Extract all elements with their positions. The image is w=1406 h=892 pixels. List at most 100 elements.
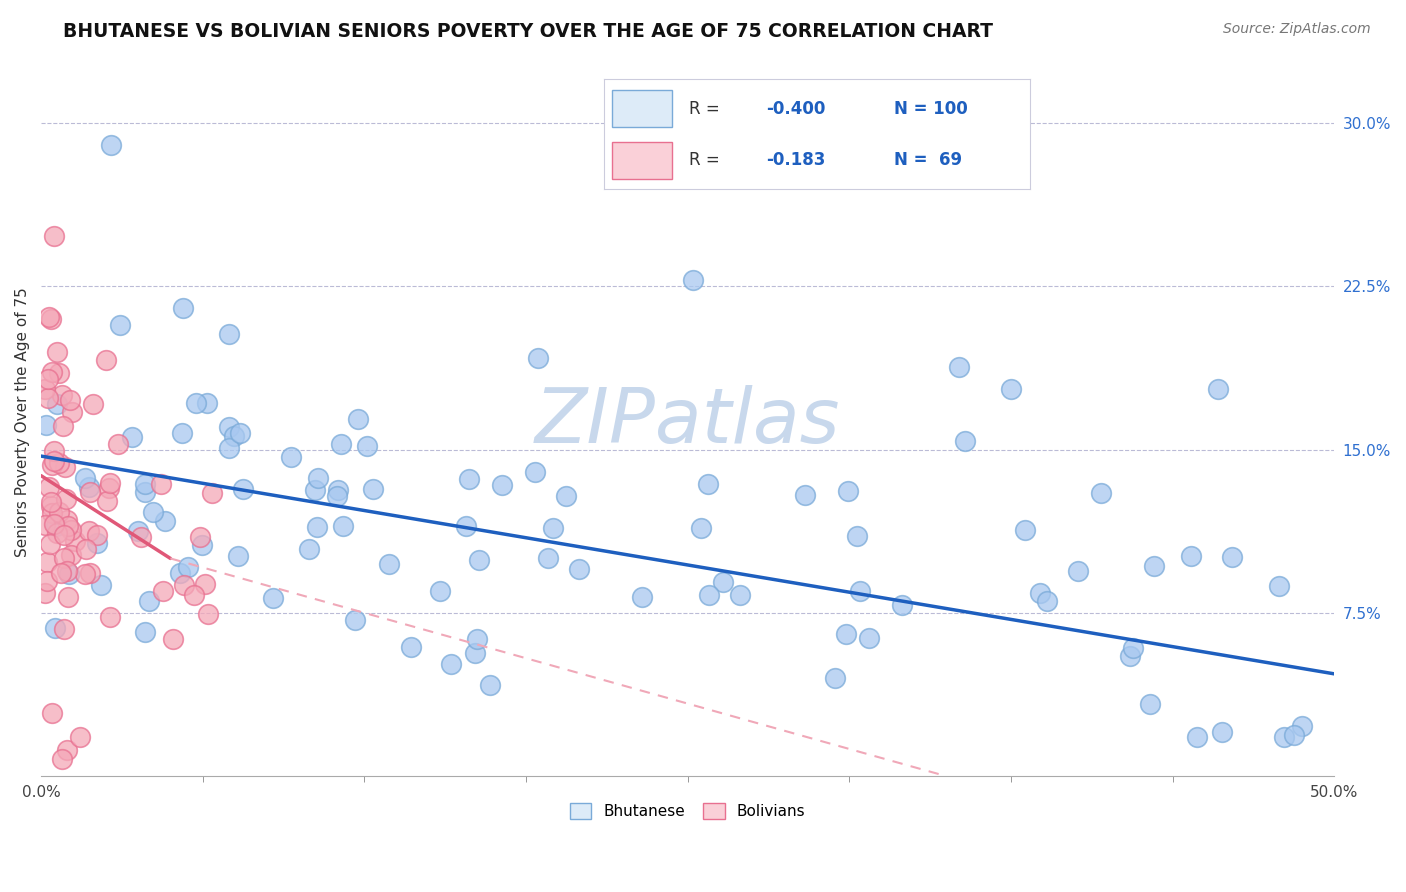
Point — [152, 583, 174, 598]
Point — [45, 344, 67, 359]
Point — [59, 548, 82, 562]
Point — [129, 530, 152, 544]
Point — [537, 550, 560, 565]
Point — [86, 536, 108, 550]
Point — [262, 591, 284, 605]
Point — [141, 505, 163, 519]
Point — [41, 706, 63, 721]
Point — [41, 506, 63, 520]
Point — [56, 518, 79, 533]
Point — [96, 494, 118, 508]
Point — [77, 480, 100, 494]
Point — [45, 397, 67, 411]
Point — [1282, 728, 1305, 742]
Point — [176, 559, 198, 574]
Point — [134, 477, 156, 491]
Point — [399, 640, 422, 655]
Point — [69, 730, 91, 744]
Point — [82, 397, 104, 411]
Point — [188, 530, 211, 544]
Point — [1090, 485, 1112, 500]
Point — [79, 566, 101, 580]
Point — [134, 484, 156, 499]
Point — [1119, 648, 1142, 663]
Point — [465, 632, 488, 646]
Point — [98, 476, 121, 491]
Point — [75, 541, 97, 556]
Point — [52, 419, 75, 434]
Point — [1014, 523, 1036, 537]
Point — [65, 534, 87, 549]
Point — [837, 484, 859, 499]
Point — [48, 367, 70, 381]
Point — [711, 574, 734, 589]
Point — [682, 273, 704, 287]
Point — [1036, 593, 1059, 607]
Point — [55, 513, 77, 527]
Point — [51, 388, 73, 402]
Point — [728, 588, 751, 602]
Point — [45, 525, 67, 540]
Point — [121, 430, 143, 444]
Point — [858, 632, 880, 646]
Point — [155, 514, 177, 528]
Point — [138, 594, 160, 608]
Point — [75, 471, 97, 485]
Point — [41, 365, 63, 379]
Point — [107, 437, 129, 451]
Point — [73, 566, 96, 581]
Y-axis label: Seniors Poverty Over the Age of 75: Seniors Poverty Over the Age of 75 — [15, 287, 30, 558]
Point — [280, 450, 302, 464]
Point — [127, 524, 149, 539]
Point — [631, 590, 654, 604]
Point — [37, 391, 59, 405]
Point — [90, 578, 112, 592]
Point — [197, 396, 219, 410]
Point — [169, 566, 191, 581]
Point — [58, 567, 80, 582]
Text: Source: ZipAtlas.com: Source: ZipAtlas.com — [1223, 22, 1371, 37]
Point — [79, 485, 101, 500]
Point — [1268, 579, 1291, 593]
Text: ZIPatlas: ZIPatlas — [534, 385, 841, 459]
Point — [305, 520, 328, 534]
Point — [1185, 730, 1208, 744]
Point — [697, 477, 720, 491]
Point — [304, 483, 326, 497]
Point — [1067, 564, 1090, 578]
Point — [38, 537, 60, 551]
Point — [186, 395, 208, 409]
Point — [197, 607, 219, 621]
Point — [835, 627, 858, 641]
Point — [173, 578, 195, 592]
Point — [162, 632, 184, 646]
Point — [232, 482, 254, 496]
Point — [183, 588, 205, 602]
Point — [48, 505, 70, 519]
Point — [1122, 640, 1144, 655]
Point — [60, 405, 83, 419]
Legend: Bhutanese, Bolivians: Bhutanese, Bolivians — [564, 797, 811, 825]
Point — [52, 551, 75, 566]
Point — [59, 392, 82, 407]
Point — [845, 529, 868, 543]
Point — [44, 621, 66, 635]
Point — [56, 743, 79, 757]
Point — [56, 564, 79, 578]
Point — [690, 521, 713, 535]
Point — [307, 471, 329, 485]
Point — [100, 610, 122, 624]
Point — [330, 437, 353, 451]
Point — [34, 586, 56, 600]
Point — [332, 518, 354, 533]
Point — [298, 541, 321, 556]
Point — [555, 489, 578, 503]
Point — [170, 426, 193, 441]
Point — [568, 562, 591, 576]
Point — [35, 418, 58, 433]
Point — [35, 555, 58, 569]
Point — [1211, 724, 1233, 739]
Point — [191, 538, 214, 552]
Point — [134, 624, 156, 639]
Text: BHUTANESE VS BOLIVIAN SENIORS POVERTY OVER THE AGE OF 75 CORRELATION CHART: BHUTANESE VS BOLIVIAN SENIORS POVERTY OV… — [63, 22, 993, 41]
